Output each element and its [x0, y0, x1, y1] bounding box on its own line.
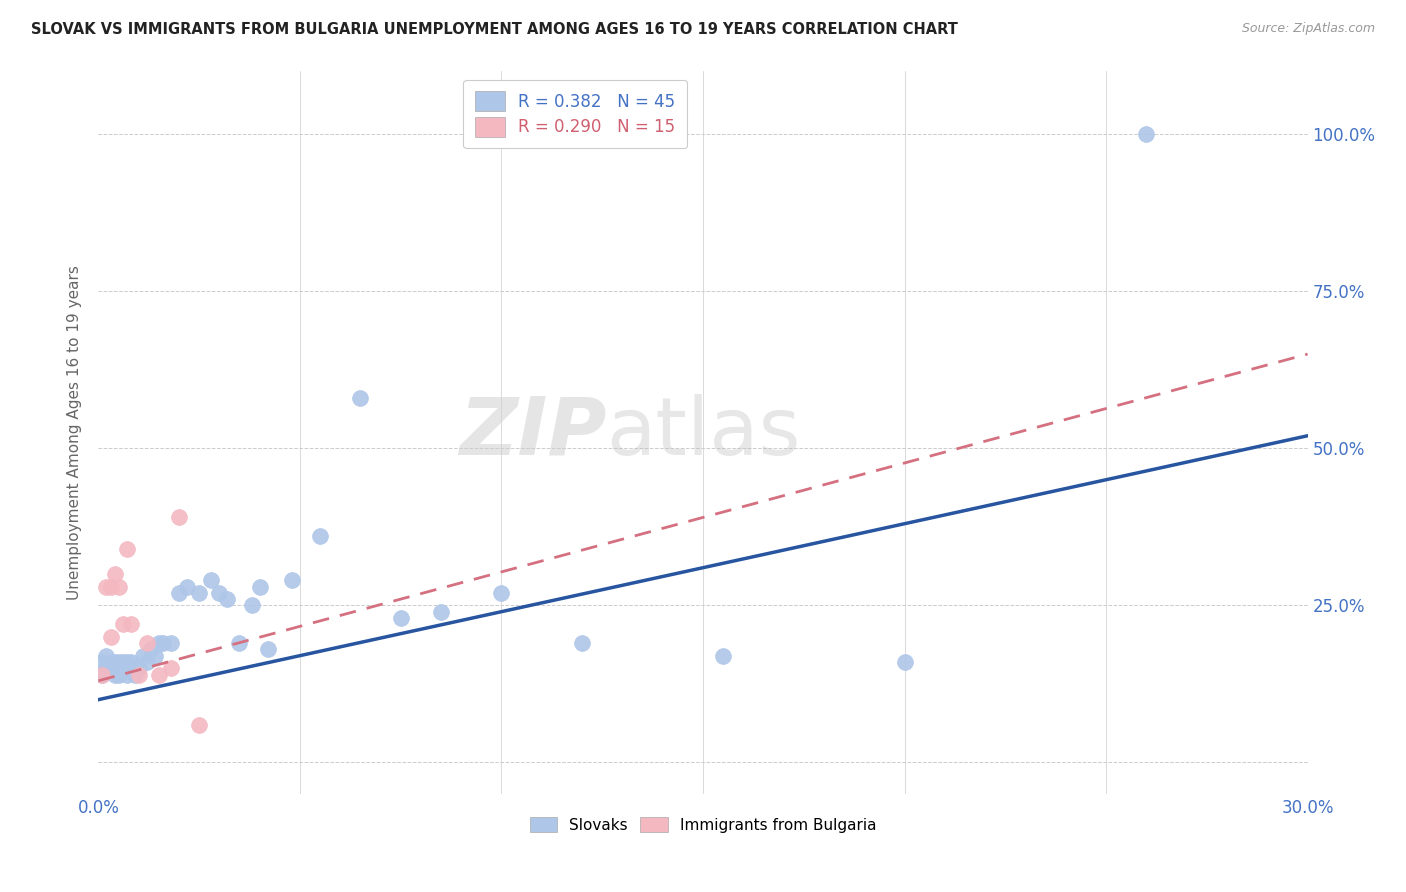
- Text: SLOVAK VS IMMIGRANTS FROM BULGARIA UNEMPLOYMENT AMONG AGES 16 TO 19 YEARS CORREL: SLOVAK VS IMMIGRANTS FROM BULGARIA UNEMP…: [31, 22, 957, 37]
- Point: [128, 667, 150, 681]
- Point: [91, 667, 114, 681]
- Point: [107, 667, 129, 681]
- Point: [176, 580, 198, 594]
- Point: [120, 617, 142, 632]
- Point: [309, 529, 332, 543]
- Point: [100, 580, 122, 594]
- Point: [349, 391, 371, 405]
- Point: [100, 655, 122, 669]
- Point: [96, 580, 118, 594]
- Point: [249, 580, 271, 594]
- Y-axis label: Unemployment Among Ages 16 to 19 years: Unemployment Among Ages 16 to 19 years: [67, 265, 83, 600]
- Text: Source: ZipAtlas.com: Source: ZipAtlas.com: [1241, 22, 1375, 36]
- Text: ZIP: ZIP: [458, 393, 606, 472]
- Point: [120, 655, 142, 669]
- Point: [167, 586, 190, 600]
- Point: [115, 667, 138, 681]
- Point: [91, 655, 114, 669]
- Point: [111, 617, 134, 632]
- Point: [128, 661, 150, 675]
- Point: [893, 655, 915, 669]
- Point: [160, 661, 183, 675]
- Point: [100, 630, 122, 644]
- Point: [111, 661, 134, 675]
- Point: [208, 586, 231, 600]
- Point: [107, 655, 129, 669]
- Point: [124, 667, 146, 681]
- Point: [571, 636, 593, 650]
- Point: [103, 566, 125, 581]
- Point: [135, 655, 157, 669]
- Point: [107, 580, 129, 594]
- Point: [167, 510, 190, 524]
- Point: [217, 592, 239, 607]
- Point: [91, 667, 114, 681]
- Point: [711, 648, 734, 663]
- Point: [281, 574, 304, 588]
- Point: [115, 541, 138, 556]
- Point: [389, 611, 412, 625]
- Point: [148, 667, 170, 681]
- Point: [1135, 127, 1157, 141]
- Point: [148, 636, 170, 650]
- Point: [120, 661, 142, 675]
- Point: [103, 655, 125, 669]
- Point: [240, 599, 263, 613]
- Point: [188, 718, 211, 732]
- Point: [491, 586, 513, 600]
- Point: [135, 636, 157, 650]
- Point: [152, 636, 174, 650]
- Point: [103, 667, 125, 681]
- Point: [139, 642, 162, 657]
- Point: [96, 661, 118, 675]
- Point: [160, 636, 183, 650]
- Point: [96, 648, 118, 663]
- Legend: Slovaks, Immigrants from Bulgaria: Slovaks, Immigrants from Bulgaria: [522, 809, 884, 840]
- Point: [228, 636, 250, 650]
- Point: [115, 655, 138, 669]
- Point: [100, 661, 122, 675]
- Text: atlas: atlas: [606, 393, 800, 472]
- Point: [430, 605, 453, 619]
- Point: [188, 586, 211, 600]
- Point: [143, 648, 166, 663]
- Point: [200, 574, 222, 588]
- Point: [256, 642, 278, 657]
- Point: [111, 655, 134, 669]
- Point: [132, 648, 155, 663]
